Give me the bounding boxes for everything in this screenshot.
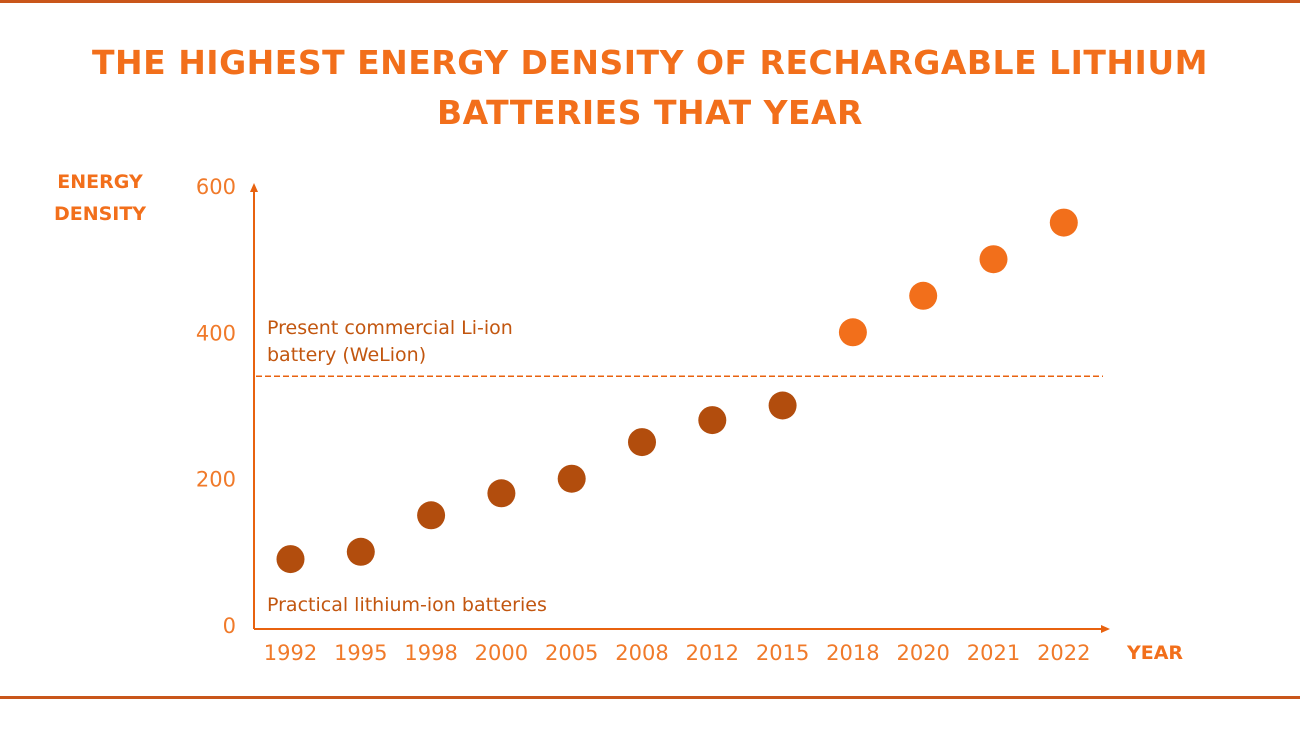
y-tick-label-0: 0 — [223, 614, 236, 638]
practical-batteries-annotation: Practical lithium-ion batteries — [267, 594, 547, 616]
x-axis-arrowhead — [1101, 625, 1110, 633]
data-point-2005 — [557, 464, 586, 493]
x-tick-label-1998: 1998 — [404, 641, 457, 665]
x-tick-labels: 1992 1995 1998 2000 2005 2008 2012 2015 2018 2020… — [264, 641, 1091, 665]
data-point-2008 — [628, 428, 656, 457]
data-point-2022 — [1049, 208, 1078, 237]
y-tick-label-600: 600 — [196, 175, 236, 199]
data-point-1998 — [417, 501, 446, 530]
title-line-1: THE HIGHEST ENERGY DENSITY OF RECHARGABL… — [92, 43, 1208, 82]
x-tick-label-2000: 2000 — [475, 641, 528, 665]
x-tick-label-2008: 2008 — [615, 641, 668, 665]
reference-label-line-1: Present commercial Li-ion — [267, 317, 513, 339]
x-tick-label-2018: 2018 — [826, 641, 879, 665]
data-point-1992 — [276, 545, 305, 574]
top-rule — [0, 0, 1300, 3]
y-tick-labels: 0 200 400 600 — [196, 175, 236, 638]
data-point-2000 — [487, 479, 516, 508]
data-point-2020 — [909, 281, 938, 310]
x-tick-label-1995: 1995 — [334, 641, 387, 665]
data-point-2021 — [979, 245, 1008, 274]
data-points — [276, 208, 1078, 574]
data-point-1995 — [346, 537, 375, 566]
x-axis-title: YEAR — [1126, 642, 1183, 664]
bottom-rule — [0, 696, 1300, 699]
y-axis-title-line-1: ENERGY — [57, 171, 143, 193]
y-axis-title-line-2: DENSITY — [54, 203, 146, 225]
chart-title: THE HIGHEST ENERGY DENSITY OF RECHARGABL… — [0, 38, 1300, 138]
x-tick-label-2021: 2021 — [967, 641, 1020, 665]
y-tick-label-400: 400 — [196, 321, 236, 345]
x-tick-label-2005: 2005 — [545, 641, 598, 665]
x-tick-label-2012: 2012 — [686, 641, 739, 665]
data-point-2018 — [838, 318, 867, 347]
x-tick-label-2020: 2020 — [896, 641, 949, 665]
title-line-2: BATTERIES THAT YEAR — [437, 93, 863, 132]
y-axis-arrowhead — [250, 183, 258, 192]
x-tick-label-2022: 2022 — [1037, 641, 1090, 665]
y-tick-label-200: 200 — [196, 468, 236, 492]
x-tick-label-1992: 1992 — [264, 641, 317, 665]
data-point-2015 — [768, 391, 797, 420]
reference-label-line-2: battery (WeLion) — [267, 344, 426, 366]
x-tick-label-2015: 2015 — [756, 641, 809, 665]
data-point-2012 — [698, 406, 727, 435]
